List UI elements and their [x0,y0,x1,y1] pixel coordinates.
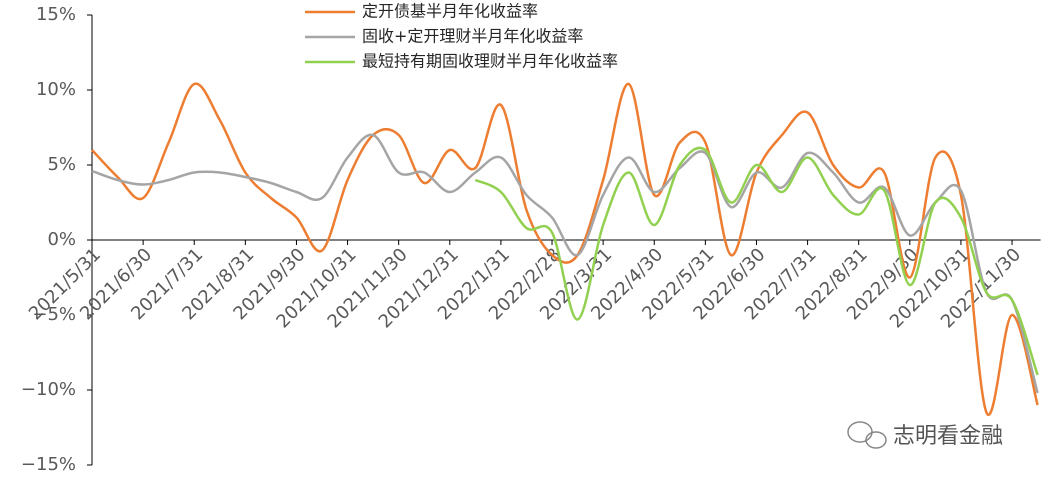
y-tick-label: 15% [36,4,76,25]
y-tick-label: −15% [21,454,76,475]
watermark: 志明看金融 [893,424,1003,449]
legend-label: 固收+定开理财半月年化收益率 [362,27,583,46]
y-tick-label: −10% [21,379,76,400]
series-line [91,82,1039,417]
legend-label: 定开债基半月年化收益率 [362,2,538,21]
y-tick-label: 10% [36,79,76,100]
series-line [474,146,1039,376]
y-tick-label: −5% [32,304,76,325]
series-line [91,133,1039,394]
y-tick-label: 5% [47,154,76,175]
y-tick-label: 0% [47,229,76,250]
watermark-icon [847,421,887,449]
legend-label: 最短持有期固收理财半月年化收益率 [362,52,618,71]
